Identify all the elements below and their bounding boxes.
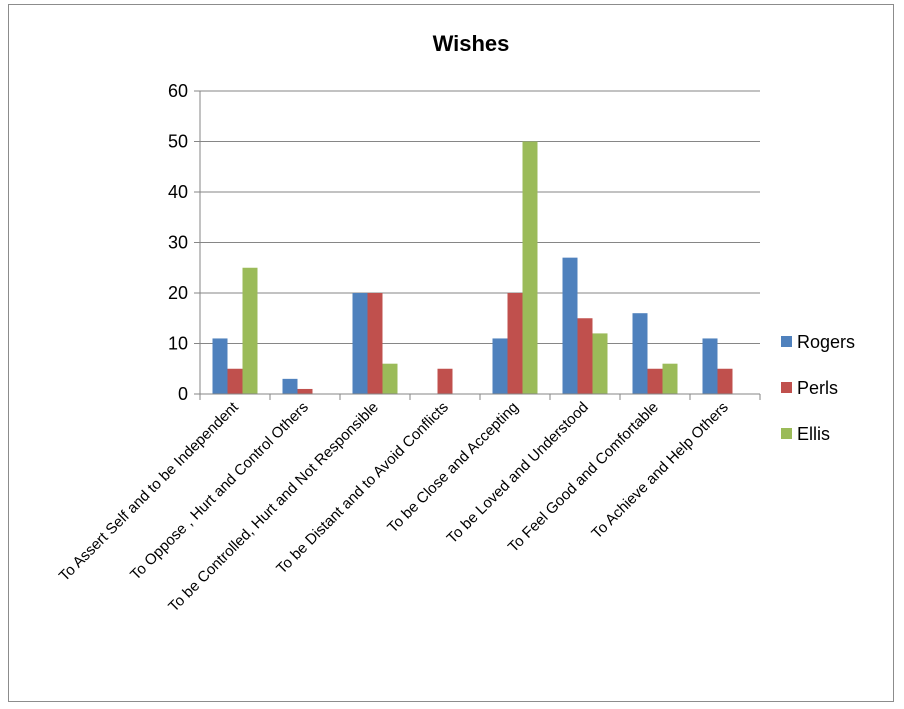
bar-perls: [227, 368, 243, 394]
y-tick-label: 60: [168, 81, 188, 101]
chart-frame: [8, 4, 894, 702]
bar-ellis: [242, 267, 258, 394]
legend-swatch: [781, 382, 792, 393]
bar-perls: [717, 368, 733, 394]
y-tick-label: 10: [168, 334, 188, 354]
bar-perls: [367, 293, 383, 394]
x-category-label: To Achieve and Help Others: [588, 399, 732, 543]
bar-ellis: [382, 363, 398, 394]
gridlines: [194, 90, 760, 395]
axes: [199, 91, 761, 400]
legend-label: Rogers: [797, 332, 855, 352]
bar-rogers: [632, 313, 648, 394]
x-category-label: To Feel Good and Comfortable: [505, 399, 662, 556]
bar-rogers: [562, 257, 578, 394]
bar-ellis: [592, 333, 608, 394]
legend-label: Perls: [797, 378, 838, 398]
y-tick-label: 20: [168, 283, 188, 303]
y-tick-label: 40: [168, 182, 188, 202]
legend: Rogers Perls Ellis: [781, 332, 855, 444]
bar-perls: [297, 388, 313, 394]
chart-title: Wishes: [433, 31, 510, 56]
bar-rogers: [282, 378, 298, 394]
bar-perls: [647, 368, 663, 394]
bar-perls: [507, 293, 523, 394]
bar-perls: [577, 318, 593, 394]
x-category-label: To be Loved and Understood: [444, 399, 592, 547]
bar-ellis: [662, 363, 678, 394]
bar-rogers: [702, 338, 718, 394]
bars: [212, 141, 733, 394]
legend-swatch: [781, 428, 792, 439]
x-category-label: To be Close and Accepting: [384, 399, 522, 537]
y-tick-label: 30: [168, 233, 188, 253]
y-tick-label: 0: [178, 384, 188, 404]
y-axis-tick-labels: 0 10 20 30 40 50 60: [168, 81, 188, 404]
legend-swatch: [781, 336, 792, 347]
legend-label: Ellis: [797, 424, 830, 444]
bar-rogers: [492, 338, 508, 394]
bar-perls: [437, 368, 453, 394]
bar-ellis: [522, 141, 538, 394]
bar-rogers: [352, 293, 368, 394]
y-tick-label: 50: [168, 132, 188, 152]
bar-rogers: [212, 338, 228, 394]
